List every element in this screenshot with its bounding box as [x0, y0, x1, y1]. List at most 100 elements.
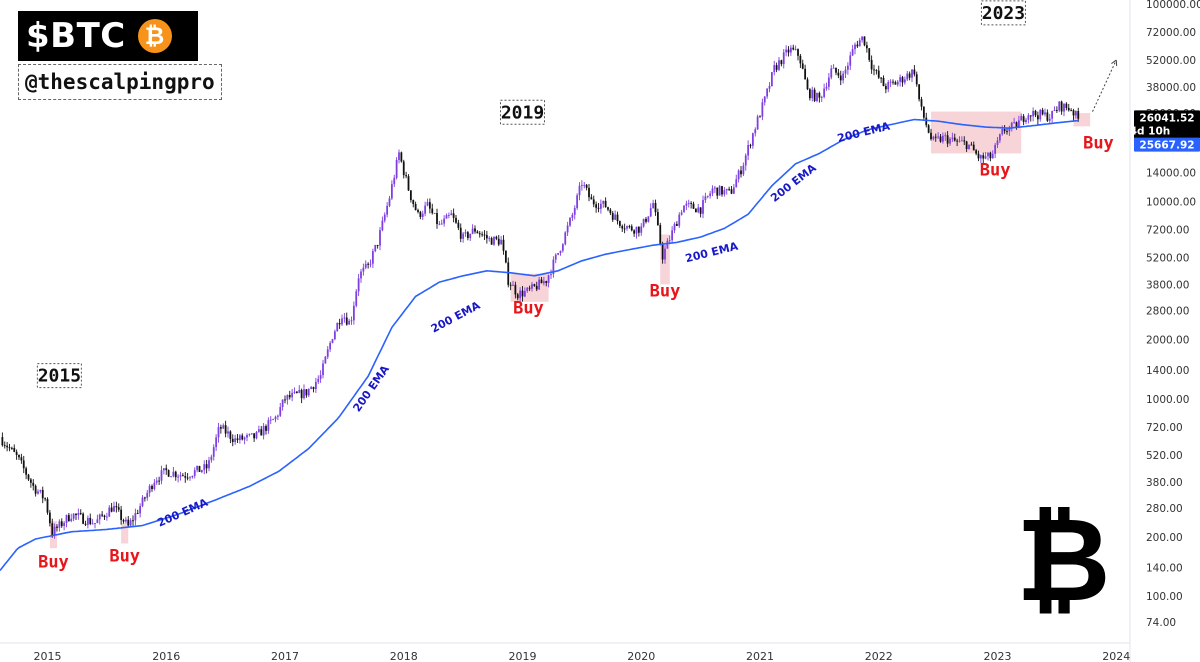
- price-candle: [1032, 107, 1035, 122]
- price-candle: [341, 314, 343, 326]
- price-candle: [193, 467, 196, 479]
- price-candle: [761, 98, 764, 121]
- price-candle: [968, 144, 970, 150]
- svg-text:2019: 2019: [501, 102, 544, 123]
- price-candle: [79, 509, 82, 516]
- author-handle: @thescalpingpro: [18, 64, 222, 100]
- price-candle: [355, 289, 358, 308]
- price-candle: [238, 434, 241, 444]
- price-candle: [965, 140, 968, 152]
- price-candle: [595, 201, 598, 213]
- price-candle: [723, 187, 726, 197]
- price-tick-label: 1000.00: [1146, 394, 1189, 406]
- price-candle: [274, 415, 277, 423]
- price-candle: [63, 520, 66, 531]
- price-candle: [709, 190, 712, 199]
- price-candle: [1025, 117, 1027, 125]
- price-candle: [801, 59, 804, 70]
- price-candle: [647, 216, 650, 223]
- price-candle: [1055, 106, 1058, 113]
- price-candle: [412, 199, 415, 208]
- price-candle: [217, 422, 220, 443]
- price-candle: [773, 60, 776, 76]
- time-tick-label: 2018: [390, 650, 418, 662]
- price-candle: [1044, 108, 1046, 117]
- price-candle: [338, 318, 341, 329]
- year-label: 2019: [500, 99, 545, 125]
- price-candle: [1017, 115, 1020, 129]
- price-candle: [56, 524, 58, 532]
- price-candle: [20, 453, 23, 464]
- price-candle: [262, 423, 265, 440]
- price-candle: [1010, 121, 1013, 132]
- price-candle: [485, 230, 488, 244]
- price-candle: [362, 263, 365, 276]
- price-candle: [628, 224, 631, 229]
- price-candle: [550, 269, 552, 279]
- price-candle: [405, 171, 408, 179]
- price-candle: [158, 476, 161, 486]
- price-candle: [756, 114, 759, 130]
- price-candle: [229, 430, 232, 444]
- price-candle: [155, 477, 158, 485]
- price-candle: [143, 496, 146, 502]
- price-candle: [162, 468, 165, 475]
- price-candle: [542, 276, 545, 286]
- price-candle: [787, 46, 790, 57]
- price-candle: [314, 377, 317, 393]
- ema-200-tag: 25667.92: [1134, 137, 1200, 152]
- price-candle: [915, 71, 918, 87]
- price-candle: [927, 124, 930, 134]
- price-candle: [930, 128, 932, 141]
- price-candle: [837, 69, 840, 79]
- price-candle: [794, 45, 797, 51]
- price-candle: [514, 281, 517, 299]
- price-candle: [730, 186, 733, 195]
- price-candle: [994, 142, 997, 159]
- price-tick-label: 280.00: [1146, 503, 1183, 515]
- price-candle: [1034, 109, 1037, 118]
- price-candle: [414, 201, 417, 211]
- price-candle: [98, 513, 101, 525]
- price-candle: [1, 432, 4, 447]
- price-candle: [488, 236, 491, 242]
- price-candle: [222, 423, 225, 430]
- price-candle: [716, 187, 719, 200]
- price-candle: [944, 132, 947, 141]
- price-candle: [46, 497, 49, 515]
- price-candle: [699, 207, 702, 218]
- price-tick-label: 74.00: [1146, 617, 1176, 629]
- buy-label: Buy: [1083, 134, 1114, 154]
- price-candle: [450, 209, 453, 216]
- price-candle: [153, 479, 156, 491]
- price-candle: [526, 286, 529, 293]
- price-candle: [343, 312, 346, 323]
- price-candle: [34, 484, 37, 497]
- ema-200-line: [0, 118, 1079, 571]
- price-candle: [18, 454, 20, 460]
- price-candle: [509, 282, 512, 291]
- price-candle: [39, 489, 42, 494]
- price-candle: [440, 219, 443, 225]
- price-candle: [604, 197, 607, 208]
- price-candle: [127, 515, 130, 528]
- price-candle: [113, 501, 115, 512]
- price-candle: [22, 455, 25, 474]
- price-candle: [371, 248, 374, 268]
- price-candle: [1036, 111, 1039, 125]
- price-candle: [585, 183, 588, 191]
- price-candle: [310, 385, 313, 390]
- price-candle: [535, 281, 538, 292]
- price-candle: [303, 384, 305, 400]
- price-candle: [53, 523, 56, 539]
- price-candle: [236, 434, 239, 444]
- price-candle: [797, 48, 799, 61]
- price-candle: [832, 64, 835, 69]
- price-candle: [941, 132, 944, 144]
- price-candle: [640, 223, 643, 236]
- price-candle: [1039, 108, 1042, 122]
- price-candle: [702, 195, 704, 219]
- price-candle: [27, 473, 30, 482]
- buy-label: Buy: [109, 546, 140, 566]
- price-candle: [747, 140, 750, 161]
